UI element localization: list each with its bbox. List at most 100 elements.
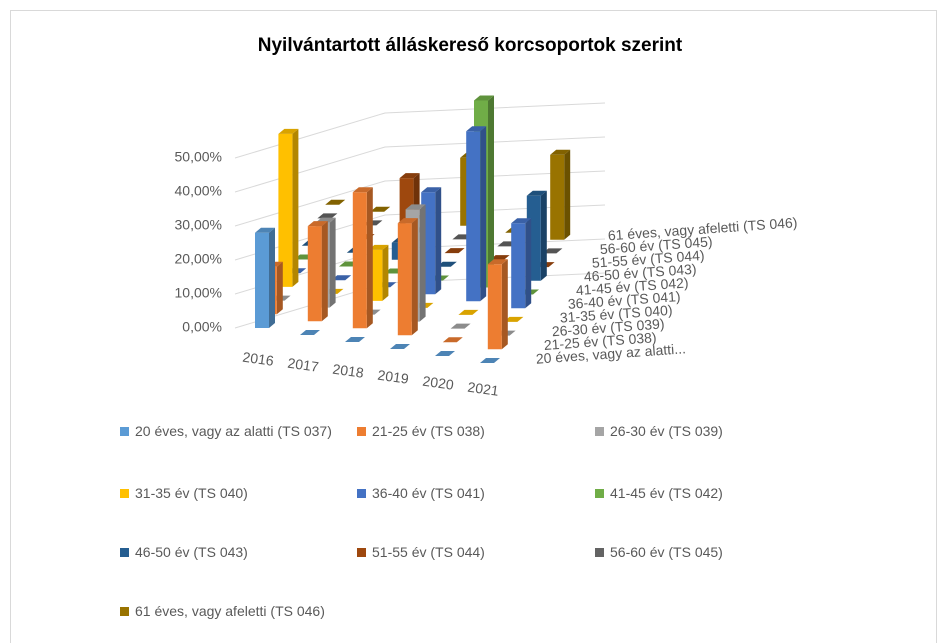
legend-entry: 31-35 év (TS 040) [120,484,340,503]
bar-face [321,221,328,322]
bar-face [397,218,418,224]
legend-label: 41-45 év (TS 042) [610,485,723,501]
bar-face [292,128,299,287]
bar-face [564,149,571,240]
depth-label: 51-55 év (TS 044) [591,247,705,271]
bar [300,330,320,335]
bar [511,218,532,309]
bar-face [511,218,532,224]
bar-face [550,149,571,155]
bar [352,187,373,329]
bar-face [525,218,532,309]
bar-face [405,204,426,210]
legend-swatch [595,427,604,436]
bar-face [503,316,524,322]
bar-face [269,227,275,328]
chart-title: Nyilvántartott álláskereső korcsoportok … [258,35,683,56]
depth-label: 56-60 év (TS 045) [599,233,713,257]
x-tick-label: 2020 [422,373,455,393]
depth-label: 26-30 év (TS 039) [551,315,665,339]
bar-face [488,95,494,288]
legend-swatch [120,489,129,498]
bar [331,275,352,281]
bar-face [444,248,465,254]
bar [278,128,299,287]
bar-face [487,264,502,350]
x-tick-label: 2016 [242,349,275,369]
bar-face [419,204,426,322]
bar [317,213,338,219]
bar-face [435,187,442,295]
bar [487,259,508,350]
legend-entry: 46-50 év (TS 043) [120,543,340,562]
legend-swatch [120,548,129,557]
bar-face [366,187,373,329]
legend-entry: 61 éves, vagy afeletti (TS 046) [120,602,420,621]
legend-label: 46-50 év (TS 043) [135,544,248,560]
bar [255,227,275,328]
bar-face [487,259,508,265]
x-tick-label: 2021 [467,379,500,399]
legend-label: 21-25 év (TS 038) [372,423,485,439]
legend-swatch [357,427,366,436]
depth-label: 36-40 év (TS 041) [567,288,681,312]
bar [550,149,571,240]
bar [503,316,524,322]
depth-label: 46-50 év (TS 043) [583,261,697,285]
y-tick-label: 20,00% [175,251,222,267]
y-tick-label: 10,00% [175,285,222,301]
bar-face [466,126,487,132]
legend-label: 31-35 év (TS 040) [135,485,248,501]
bar-face [399,173,420,179]
y-tick-label: 50,00% [175,149,222,165]
bar-face [325,199,346,205]
bar [370,206,391,212]
bar-face [411,218,418,336]
legend-swatch [120,607,129,616]
bar [450,323,471,329]
bar [397,218,418,336]
bar [542,248,563,254]
y-tick-label: 30,00% [175,217,222,233]
legend-swatch [595,489,604,498]
bar-face [550,154,565,240]
bar [307,221,328,322]
bar-face [368,244,389,250]
legend-entry: 20 éves, vagy az alatti (TS 037) [120,422,340,441]
bar [390,344,410,349]
bar [458,309,479,315]
bar [444,248,465,254]
x-tick-label: 2019 [377,367,410,387]
bar-face [474,95,494,101]
bar [435,351,455,356]
bar-face [436,261,457,267]
depth-label: 21-25 év (TS 038) [543,329,657,353]
bar-face [352,187,373,193]
y-tick-label: 0,00% [182,319,222,335]
bar [436,261,457,267]
bar-face [329,217,336,308]
legend-entry: 41-45 év (TS 042) [595,484,815,503]
legend-swatch [120,427,129,436]
bar [480,358,500,363]
bar-face [435,351,455,356]
bar-face [276,261,283,315]
legend-swatch [357,489,366,498]
x-tick-label: 2017 [287,355,320,375]
bar-face [542,248,563,254]
bar [442,337,463,343]
bar-face [278,133,293,287]
bar-face [255,232,269,328]
bar-face [489,255,510,261]
bar-face [480,126,487,302]
bar-face [466,131,481,302]
bar-face [352,192,367,329]
legend-label: 51-55 év (TS 044) [372,544,485,560]
bar-face [255,227,275,233]
bar-face [540,190,547,281]
depth-label: 31-35 év (TS 040) [559,302,673,326]
bar-face [307,221,328,227]
bar-face [480,358,500,363]
bar-face [458,309,479,315]
